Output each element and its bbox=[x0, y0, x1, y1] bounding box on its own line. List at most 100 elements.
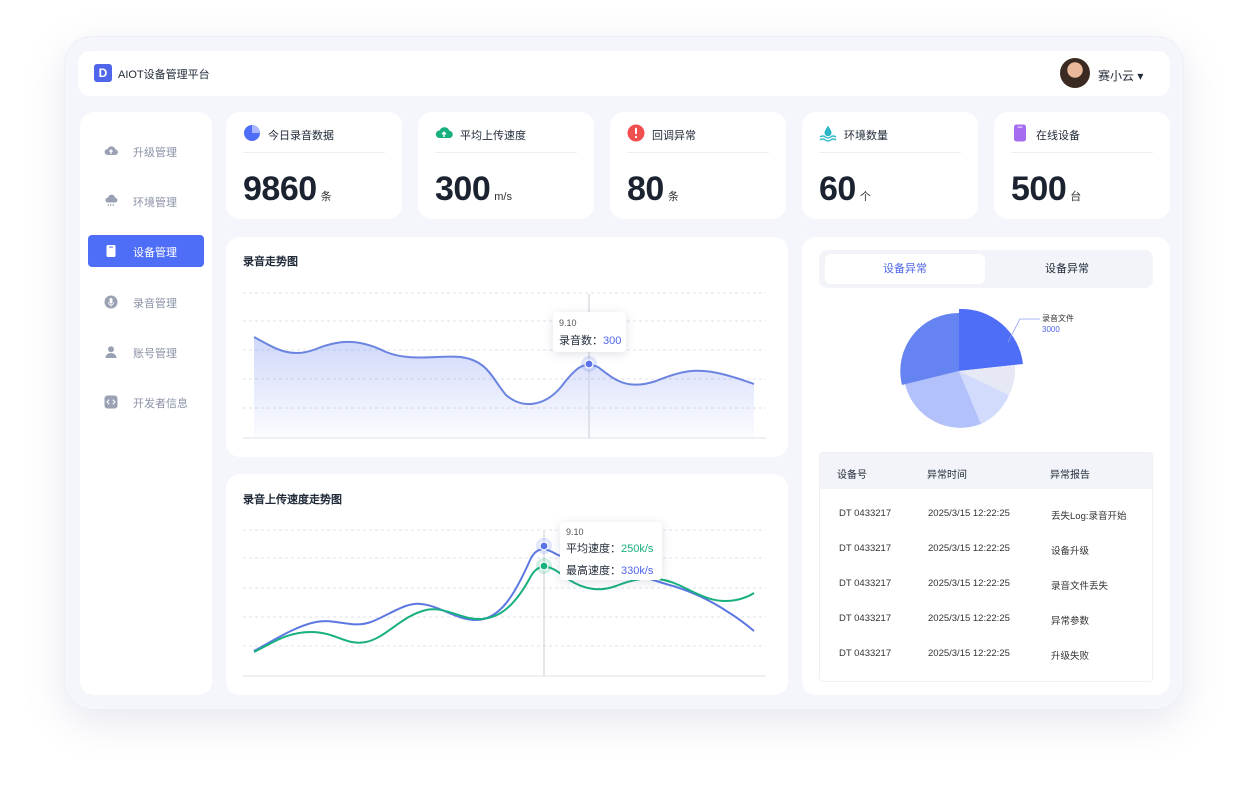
sidebar-item-account[interactable]: 账号管理 bbox=[88, 336, 204, 368]
stat-value: 60 个 bbox=[819, 170, 871, 208]
exception-pie-chart bbox=[900, 308, 1040, 428]
microphone-icon bbox=[104, 295, 118, 309]
stat-label: 平均上传速度 bbox=[460, 130, 526, 142]
recording-trend-chart bbox=[243, 292, 766, 439]
tooltip-avg-value: 250k/s bbox=[621, 543, 654, 555]
exception-table: 设备号 异常时间 异常报告 DT 0433217 2025/3/15 12:22… bbox=[819, 452, 1153, 682]
water-icon bbox=[819, 125, 837, 142]
upload-speed-card bbox=[226, 474, 788, 695]
sidebar-item-device[interactable]: 设备管理 bbox=[88, 235, 204, 267]
app-logo: D bbox=[94, 64, 112, 82]
table-row[interactable]: DT 0433217 2025/3/15 12:22:25 录音文件丢失 bbox=[820, 566, 1152, 601]
sidebar-item-developer[interactable]: 开发者信息 bbox=[88, 386, 204, 418]
tooltip-label: 录音数： bbox=[559, 335, 603, 347]
sidebar-item-environment[interactable]: 环境管理 bbox=[88, 185, 204, 217]
device-icon bbox=[1014, 124, 1026, 142]
user-menu[interactable]: 赛小云 ▾ bbox=[1098, 69, 1144, 83]
upload-speed-title: 录音上传速度走势图 bbox=[243, 494, 342, 506]
cell-time: 2025/3/15 12:22:25 bbox=[928, 648, 1010, 659]
code-icon bbox=[104, 395, 118, 409]
avg-hover-point[interactable] bbox=[539, 541, 549, 551]
avatar[interactable] bbox=[1060, 58, 1090, 88]
cell-report: 升级失败 bbox=[1051, 651, 1090, 662]
sidebar-item-label: 设备管理 bbox=[133, 247, 177, 259]
recording-trend-title: 录音走势图 bbox=[243, 256, 298, 268]
cell-device-id: DT 0433217 bbox=[839, 508, 892, 519]
tooltip-avg-label: 平均速度： bbox=[566, 543, 621, 555]
sidebar bbox=[80, 112, 212, 695]
max-hover-point[interactable] bbox=[539, 561, 549, 571]
tooltip-date: 9.10 bbox=[566, 527, 584, 537]
app-title: AIOT设备管理平台 bbox=[118, 69, 210, 81]
upload-speed-chart bbox=[243, 529, 766, 677]
top-header bbox=[78, 51, 1170, 96]
avg-speed-line bbox=[253, 548, 755, 652]
sidebar-item-label: 升级管理 bbox=[133, 147, 177, 159]
recording-area bbox=[254, 337, 754, 438]
cell-device-id: DT 0433217 bbox=[839, 613, 892, 624]
hover-point[interactable] bbox=[584, 359, 594, 369]
pie-slice-recording-files[interactable] bbox=[959, 308, 1023, 371]
cell-report: 设备升级 bbox=[1051, 546, 1090, 557]
column-header: 异常时间 bbox=[927, 470, 967, 481]
stat-value: 9860 条 bbox=[243, 170, 332, 208]
table-row[interactable]: DT 0433217 2025/3/15 12:22:25 丢失Log:录音开始 bbox=[820, 496, 1152, 531]
sidebar-item-label: 环境管理 bbox=[133, 197, 177, 209]
cloud-upload-icon bbox=[435, 127, 453, 139]
table-header: 设备号 异常时间 异常报告 bbox=[820, 453, 1152, 489]
table-row[interactable]: DT 0433217 2025/3/15 12:22:25 异常参数 bbox=[820, 601, 1152, 636]
cell-time: 2025/3/15 12:22:25 bbox=[928, 613, 1010, 624]
stat-card-environments: 环境数量 60 个 bbox=[802, 112, 978, 219]
column-header: 异常报告 bbox=[1050, 470, 1090, 481]
recording-line bbox=[253, 336, 755, 406]
user-icon bbox=[105, 346, 117, 358]
tab-device-exception-2[interactable]: 设备异常 bbox=[1045, 263, 1089, 275]
upload-speed-tooltip: 9.10 平均速度：250k/s 最高速度：330k/s bbox=[560, 522, 662, 580]
stat-card-recordings: 今日录音数据 9860 条 bbox=[226, 112, 402, 219]
exception-tabs: 设备异常 设备异常 bbox=[819, 250, 1153, 288]
pie-slice[interactable] bbox=[959, 371, 1009, 424]
pie-callout-value: 3000 bbox=[1042, 325, 1060, 334]
max-speed-line bbox=[253, 565, 755, 653]
stat-label: 在线设备 bbox=[1036, 130, 1080, 142]
cloud-rain-icon bbox=[105, 194, 118, 207]
column-header: 设备号 bbox=[837, 470, 867, 481]
stat-label: 今日录音数据 bbox=[268, 130, 334, 142]
pie-slice[interactable] bbox=[905, 371, 981, 428]
cell-time: 2025/3/15 12:22:25 bbox=[928, 508, 1010, 519]
stat-value: 300 m/s bbox=[435, 170, 512, 208]
table-row[interactable]: DT 0433217 2025/3/15 12:22:25 设备升级 bbox=[820, 531, 1152, 566]
cell-time: 2025/3/15 12:22:25 bbox=[928, 578, 1010, 589]
stat-label: 环境数量 bbox=[844, 130, 888, 142]
tooltip-max-label: 最高速度： bbox=[566, 565, 621, 577]
cell-report: 录音文件丢失 bbox=[1051, 581, 1109, 592]
sidebar-item-label: 录音管理 bbox=[133, 298, 177, 310]
sidebar-item-label: 账号管理 bbox=[133, 348, 177, 360]
pie-icon bbox=[244, 125, 260, 141]
cell-report: 异常参数 bbox=[1051, 616, 1090, 627]
cell-time: 2025/3/15 12:22:25 bbox=[928, 543, 1010, 554]
tooltip-date: 9.10 bbox=[559, 318, 577, 328]
stat-value: 80 条 bbox=[627, 170, 679, 208]
tab-device-exception[interactable]: 设备异常 bbox=[825, 254, 985, 284]
device-icon bbox=[106, 245, 116, 257]
pie-slice[interactable] bbox=[959, 365, 1016, 395]
stat-card-online-devices: 在线设备 500 台 bbox=[994, 112, 1170, 219]
stat-value: 500 台 bbox=[1011, 170, 1082, 208]
pie-slice[interactable] bbox=[900, 312, 959, 385]
cell-device-id: DT 0433217 bbox=[839, 578, 892, 589]
stat-label: 回调异常 bbox=[652, 130, 696, 142]
sidebar-item-recording[interactable]: 录音管理 bbox=[88, 286, 204, 318]
cell-device-id: DT 0433217 bbox=[839, 648, 892, 659]
sidebar-item-label: 开发者信息 bbox=[133, 398, 188, 410]
pie-callout-label: 录音文件 bbox=[1042, 314, 1074, 323]
stat-card-upload-speed: 平均上传速度 300 m/s bbox=[418, 112, 594, 219]
cloud-upload-icon bbox=[104, 146, 118, 156]
stat-card-callback-errors: 回调异常 80 条 bbox=[610, 112, 786, 219]
tooltip-value: 300 bbox=[603, 335, 622, 347]
table-row[interactable]: DT 0433217 2025/3/15 12:22:25 升级失败 bbox=[820, 636, 1152, 671]
alert-icon bbox=[627, 124, 645, 142]
sidebar-item-upgrade[interactable]: 升级管理 bbox=[88, 135, 204, 167]
recording-tooltip: 9.10 录音数：300 bbox=[553, 312, 626, 352]
cell-device-id: DT 0433217 bbox=[839, 543, 892, 554]
